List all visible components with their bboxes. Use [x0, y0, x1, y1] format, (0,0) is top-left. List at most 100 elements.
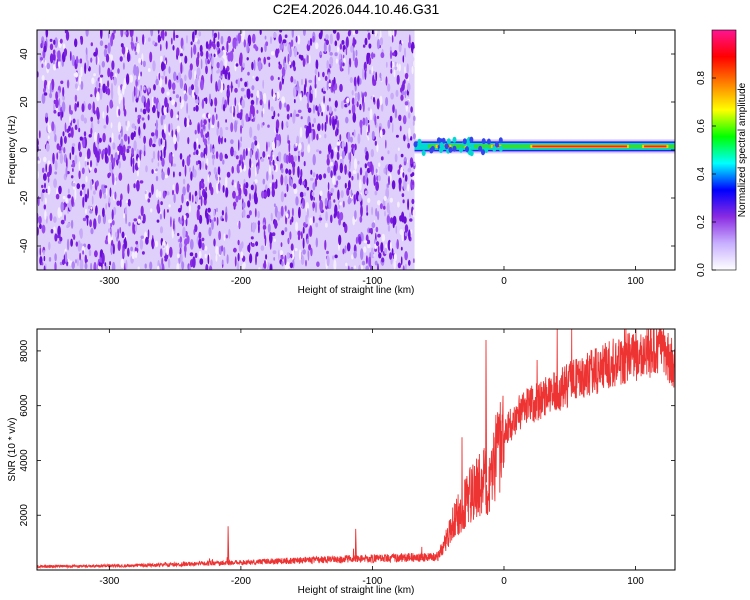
noise-speckle [66, 238, 70, 251]
noise-speckle [336, 180, 339, 186]
noise-speckle [125, 200, 128, 204]
noise-speckle [403, 178, 407, 191]
noise-speckle [329, 115, 332, 126]
noise-speckle [302, 237, 305, 249]
noise-speckle [44, 197, 47, 205]
noise-speckle [380, 156, 384, 161]
noise-speckle [388, 175, 390, 186]
noise-speckle [193, 141, 197, 150]
noise-speckle [365, 255, 368, 265]
noise-speckle [175, 182, 179, 195]
noise-speckle [195, 56, 200, 68]
noise-speckle [375, 168, 378, 174]
noise-speckle [314, 74, 317, 87]
noise-speckle [194, 252, 198, 258]
noise-speckle [292, 183, 297, 190]
noise-speckle [99, 40, 104, 47]
noise-speckle [49, 92, 53, 99]
noise-speckle [402, 265, 405, 270]
noise-speckle [285, 121, 289, 128]
noise-speckle [110, 222, 112, 228]
noise-speckle [57, 240, 62, 244]
noise-speckle [41, 63, 44, 68]
noise-speckle [82, 250, 85, 255]
noise-speckle [366, 131, 369, 136]
noise-speckle [404, 232, 409, 237]
noise-speckle [175, 94, 179, 99]
noise-speckle [309, 177, 314, 181]
x-tick-label: 100 [627, 276, 644, 287]
noise-speckle [89, 179, 93, 191]
noise-speckle [335, 116, 338, 120]
noise-speckle [212, 157, 215, 166]
noise-speckle [163, 146, 166, 159]
noise-speckle [152, 60, 156, 72]
noise-speckle [377, 210, 380, 221]
noise-speckle [295, 86, 299, 90]
noise-speckle [91, 77, 95, 85]
noise-speckle [408, 229, 411, 241]
noise-speckle [246, 42, 249, 54]
noise-speckle [114, 231, 118, 238]
noise-speckle [231, 166, 234, 174]
carrier-flare [465, 146, 469, 153]
noise-speckle [208, 93, 212, 104]
noise-speckle [299, 126, 303, 138]
noise-speckle [202, 124, 206, 130]
noise-speckle [277, 140, 280, 147]
noise-speckle [172, 189, 174, 196]
noise-speckle [375, 71, 378, 82]
noise-speckle [347, 180, 351, 191]
noise-speckle [254, 179, 258, 184]
noise-speckle [270, 36, 272, 45]
noise-speckle [216, 216, 219, 226]
noise-speckle [385, 96, 389, 107]
noise-speckle [280, 255, 284, 260]
noise-speckle [270, 106, 274, 112]
noise-speckle [152, 105, 156, 114]
noise-speckle [167, 167, 171, 176]
noise-speckle [334, 82, 338, 91]
noise-speckle [164, 31, 167, 37]
noise-speckle [112, 160, 116, 168]
noise-speckle [126, 148, 130, 154]
noise-speckle [107, 88, 111, 96]
carrier-flare [452, 136, 457, 143]
noise-speckle [153, 96, 157, 104]
noise-speckle [85, 47, 88, 55]
noise-speckle [240, 242, 243, 250]
noise-speckle [183, 93, 188, 102]
noise-speckle [319, 199, 324, 212]
noise-speckle [87, 205, 91, 210]
noise-speckle [379, 37, 384, 46]
noise-speckle [173, 71, 177, 82]
carrier-flare [478, 145, 483, 152]
noise-speckle [104, 185, 108, 189]
noise-speckle [364, 163, 367, 169]
noise-speckle [212, 30, 214, 38]
noise-speckle [242, 201, 246, 209]
noise-speckle [339, 162, 343, 174]
noise-speckle [200, 151, 204, 158]
noise-speckle [186, 183, 190, 193]
noise-speckle [207, 140, 210, 145]
noise-speckle [54, 253, 57, 262]
noise-speckle [232, 179, 234, 183]
noise-speckle [79, 190, 83, 197]
noise-speckle [278, 61, 281, 65]
noise-speckle [407, 82, 411, 92]
noise-speckle [286, 261, 290, 269]
noise-speckle [381, 103, 384, 112]
noise-speckle [158, 190, 162, 199]
noise-speckle [367, 32, 371, 40]
noise-speckle [83, 117, 88, 124]
noise-speckle [79, 58, 83, 64]
y-tick-label: 40 [19, 48, 30, 60]
noise-speckle [164, 174, 168, 179]
noise-speckle [49, 82, 52, 94]
noise-speckle [136, 243, 139, 249]
noise-speckle [396, 239, 400, 250]
noise-speckle [287, 43, 291, 53]
noise-speckle [179, 53, 183, 57]
noise-speckle [67, 188, 70, 194]
